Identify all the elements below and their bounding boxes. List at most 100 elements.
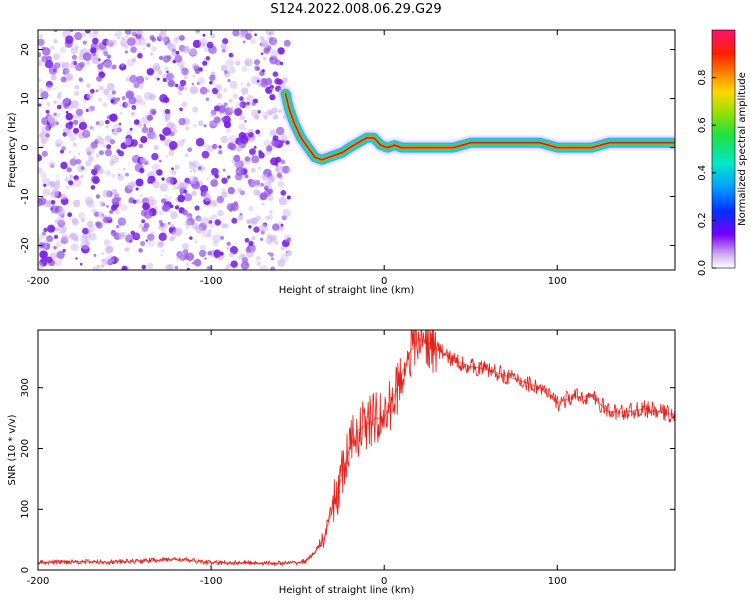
noise-speckle xyxy=(269,252,274,257)
noise-speckle xyxy=(221,188,227,193)
noise-speckle xyxy=(88,155,94,162)
noise-speckle xyxy=(95,121,100,126)
noise-speckle xyxy=(186,267,190,270)
noise-speckle xyxy=(235,172,243,181)
noise-speckle xyxy=(46,235,54,243)
noise-speckle xyxy=(158,159,162,163)
noise-speckle xyxy=(174,227,184,237)
noise-speckle xyxy=(286,195,291,200)
noise-speckle xyxy=(163,96,170,103)
noise-speckle xyxy=(180,71,184,74)
top-y-tick-label: 0 xyxy=(20,144,31,150)
noise-speckle xyxy=(136,33,144,42)
noise-speckle xyxy=(209,223,215,228)
bottom-plot-frame xyxy=(37,329,676,571)
noise-speckle xyxy=(124,247,130,253)
noise-speckle xyxy=(202,60,208,66)
noise-speckle xyxy=(60,161,68,170)
noise-speckle xyxy=(156,77,160,81)
top-x-tick-label: 0 xyxy=(381,276,387,287)
noise-speckle xyxy=(239,114,246,121)
noise-speckle xyxy=(139,99,146,106)
noise-speckle xyxy=(280,134,288,142)
noise-speckle xyxy=(233,154,241,162)
noise-speckle xyxy=(272,135,279,142)
noise-speckle xyxy=(124,101,131,108)
noise-speckle xyxy=(272,71,279,77)
noise-speckle xyxy=(245,33,252,40)
noise-speckle xyxy=(62,132,67,137)
noise-speckle xyxy=(120,103,123,107)
noise-speckle xyxy=(110,99,115,104)
noise-speckle xyxy=(41,231,47,236)
noise-speckle xyxy=(69,30,74,33)
noise-speckle xyxy=(101,258,109,266)
noise-speckle xyxy=(141,264,147,270)
noise-speckle xyxy=(92,52,96,57)
noise-speckle xyxy=(38,154,43,162)
noise-speckle xyxy=(118,150,125,157)
noise-speckle xyxy=(159,32,163,36)
noise-speckle xyxy=(272,223,280,231)
noise-speckle xyxy=(146,178,151,183)
noise-speckle xyxy=(241,66,248,72)
noise-speckle xyxy=(93,164,101,172)
bottom-x-tick-label: 100 xyxy=(548,576,567,587)
noise-speckle xyxy=(280,159,286,165)
colorbar-bar xyxy=(711,29,736,269)
noise-speckle xyxy=(259,77,266,84)
noise-speckle xyxy=(71,218,79,226)
noise-speckle xyxy=(244,103,250,109)
noise-speckle xyxy=(78,211,86,220)
noise-speckle xyxy=(85,108,89,112)
noise-speckle xyxy=(142,47,146,50)
noise-speckle xyxy=(104,261,108,265)
noise-speckle xyxy=(103,216,110,223)
noise-speckle xyxy=(192,63,199,70)
noise-speckle xyxy=(209,80,213,85)
noise-speckle xyxy=(138,83,144,89)
noise-speckle xyxy=(132,199,137,204)
noise-speckle xyxy=(93,253,97,257)
noise-speckle xyxy=(45,109,50,114)
noise-speckle xyxy=(220,64,228,72)
noise-speckle xyxy=(170,169,177,176)
noise-speckle xyxy=(151,46,157,52)
noise-speckle xyxy=(218,105,227,113)
snr-series-group xyxy=(38,330,675,566)
top-x-tick-label: 100 xyxy=(548,276,567,287)
snr-trend-line xyxy=(38,338,675,564)
noise-speckle xyxy=(253,146,257,149)
noise-speckle xyxy=(169,123,177,131)
noise-speckle xyxy=(72,199,81,208)
noise-speckle xyxy=(151,163,160,172)
noise-speckle xyxy=(145,239,148,242)
noise-speckle xyxy=(136,32,140,36)
noise-speckle xyxy=(271,107,278,114)
noise-speckle xyxy=(52,53,61,61)
noise-speckle xyxy=(227,79,231,83)
noise-speckle xyxy=(184,153,189,158)
noise-speckle xyxy=(117,232,125,240)
noise-speckle xyxy=(162,204,170,212)
noise-speckle xyxy=(170,211,178,220)
noise-speckle xyxy=(256,261,261,266)
noise-speckle xyxy=(44,59,54,69)
noise-speckle xyxy=(232,93,239,99)
noise-speckle xyxy=(66,167,72,173)
noise-speckle xyxy=(111,90,116,95)
top-x-tick-label: -200 xyxy=(27,276,50,287)
noise-speckle xyxy=(256,76,260,80)
noise-speckle xyxy=(245,246,252,253)
noise-speckle xyxy=(38,59,44,67)
noise-speckle xyxy=(46,102,51,106)
noise-speckle xyxy=(169,177,178,185)
noise-speckle xyxy=(198,38,208,48)
noise-speckle xyxy=(84,239,91,246)
noise-speckle xyxy=(95,221,101,227)
noise-speckle xyxy=(149,93,156,101)
noise-speckle xyxy=(161,249,165,253)
noise-speckle xyxy=(143,124,147,127)
noise-speckle xyxy=(191,160,199,168)
noise-speckle xyxy=(116,127,122,133)
